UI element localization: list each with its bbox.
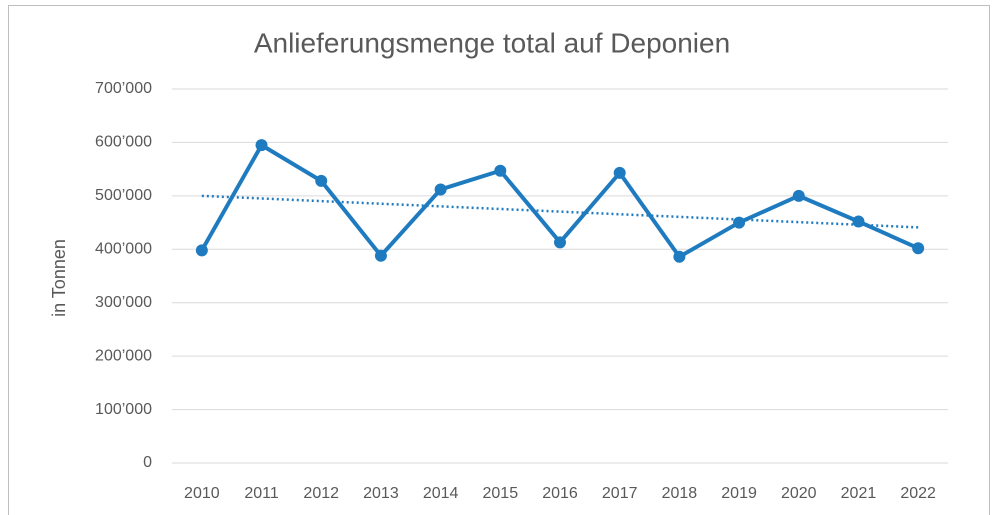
y-tick-label: 200’000	[95, 347, 152, 364]
x-tick-label: 2019	[721, 485, 757, 502]
x-tick-label: 2011	[244, 485, 279, 502]
y-tick-label: 300’000	[95, 294, 152, 311]
y-tick-label: 500’000	[95, 187, 152, 204]
data-point	[852, 215, 865, 228]
x-tick-label: 2021	[841, 485, 877, 502]
chart-border	[8, 5, 990, 515]
data-point	[912, 242, 925, 255]
y-tick-label: 700’000	[95, 80, 152, 97]
x-tick-label: 2015	[483, 485, 519, 502]
x-tick-label: 2018	[662, 485, 698, 502]
data-point	[195, 244, 208, 257]
data-point	[494, 164, 507, 177]
chart-title: Anlieferungsmenge total auf Deponien	[254, 27, 730, 58]
x-tick-label: 2017	[602, 485, 638, 502]
y-tick-label: 400’000	[95, 241, 152, 258]
data-point	[255, 139, 268, 152]
y-tick-label: 0	[143, 454, 152, 471]
data-point	[673, 250, 686, 263]
data-point	[315, 174, 328, 187]
x-tick-label: 2022	[900, 485, 936, 502]
x-tick-label: 2016	[542, 485, 578, 502]
x-tick-label: 2010	[184, 485, 220, 502]
data-point	[434, 183, 447, 196]
data-point	[733, 216, 746, 229]
data-point	[554, 236, 566, 249]
y-tick-label: 600’000	[95, 134, 152, 151]
y-axis-label: in Tonnen	[49, 239, 69, 317]
x-tick-label: 2013	[363, 485, 399, 502]
x-tick-label: 2014	[423, 485, 459, 502]
x-tick-label: 2020	[781, 485, 817, 502]
y-tick-label: 100’000	[95, 401, 152, 418]
data-point	[374, 249, 387, 262]
x-tick-label: 2012	[303, 485, 339, 502]
data-point	[792, 189, 805, 202]
data-point	[613, 166, 626, 179]
